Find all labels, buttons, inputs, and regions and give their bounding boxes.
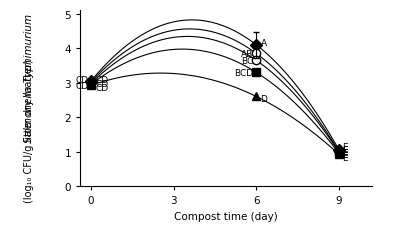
Text: CD: CD — [96, 75, 109, 84]
Text: CD: CD — [96, 84, 109, 93]
Text: E: E — [342, 146, 348, 155]
Text: E: E — [342, 151, 348, 160]
Text: CD: CD — [76, 76, 89, 85]
Text: E: E — [342, 142, 348, 151]
Text: CD: CD — [96, 79, 109, 89]
Text: AB: AB — [241, 50, 254, 59]
Text: E: E — [342, 153, 348, 163]
Text: BCD: BCD — [234, 69, 253, 78]
Text: E: E — [342, 148, 348, 157]
X-axis label: Compost time (day): Compost time (day) — [174, 211, 278, 221]
Text: Salmonella Typhimurium: Salmonella Typhimurium — [24, 13, 34, 142]
Text: CD: CD — [76, 81, 89, 91]
Text: (log₁₀ CFU/g litter dry matter): (log₁₀ CFU/g litter dry matter) — [24, 59, 34, 202]
Text: D: D — [260, 94, 267, 103]
Text: A: A — [260, 38, 266, 47]
Text: BC: BC — [241, 57, 254, 66]
